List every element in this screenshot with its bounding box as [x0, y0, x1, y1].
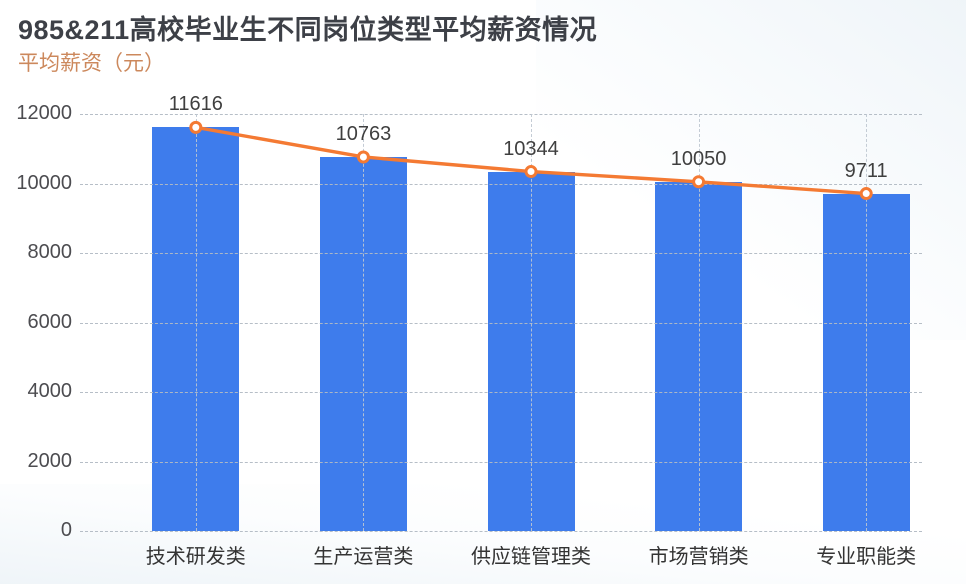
- v-gridline-市场营销类: [698, 114, 700, 531]
- y-axis-tick-label: 2000: [27, 449, 73, 472]
- line-marker-市场营销类[interactable]: [692, 175, 706, 189]
- x-axis-label-技术研发类: 技术研发类: [145, 546, 246, 568]
- h-gridline-4000: [80, 392, 922, 393]
- data-label: 10050: [670, 147, 727, 170]
- h-gridline-12000: [80, 114, 922, 115]
- x-axis-label-市场营销类: 市场营销类: [648, 546, 749, 568]
- y-axis-tick-label: 6000: [27, 310, 73, 333]
- v-gridline-技术研发类: [195, 114, 197, 531]
- line-marker-生产运营类[interactable]: [356, 150, 370, 164]
- v-gridline-生产运营类: [363, 114, 365, 531]
- h-gridline-6000: [80, 322, 922, 324]
- chart-title: 985&211高校毕业生不同岗位类型平均薪资情况: [18, 15, 598, 45]
- h-gridline-2000: [80, 461, 922, 463]
- data-label: 11616: [168, 93, 223, 116]
- line-marker-技术研发类[interactable]: [189, 120, 203, 134]
- data-label: 10344: [503, 137, 559, 160]
- y-axis-tick-label: 8000: [27, 241, 73, 263]
- y-axis-tick-label: 0: [60, 519, 72, 541]
- y-axis-unit-label: 平均薪资（元）: [18, 52, 165, 75]
- v-gridline-供应链管理类: [531, 114, 532, 531]
- x-axis-label-供应链管理类: 供应链管理类: [471, 546, 591, 568]
- h-gridline-10000: [80, 183, 922, 185]
- x-axis-label-专业职能类: 专业职能类: [816, 546, 917, 568]
- h-gridline-8000: [80, 253, 922, 254]
- line-marker-专业职能类[interactable]: [859, 187, 873, 201]
- x-axis-label-生产运营类: 生产运营类: [313, 546, 414, 568]
- line-marker-供应链管理类[interactable]: [524, 165, 538, 179]
- y-axis-tick-label: 4000: [27, 380, 73, 402]
- data-label: 9711: [844, 159, 888, 182]
- v-gridline-专业职能类: [866, 114, 868, 531]
- h-gridline-0: [80, 531, 922, 532]
- y-axis-tick-label: 12000: [16, 102, 72, 124]
- y-axis-tick-label: 10000: [16, 171, 72, 194]
- data-label: 10763: [335, 122, 392, 145]
